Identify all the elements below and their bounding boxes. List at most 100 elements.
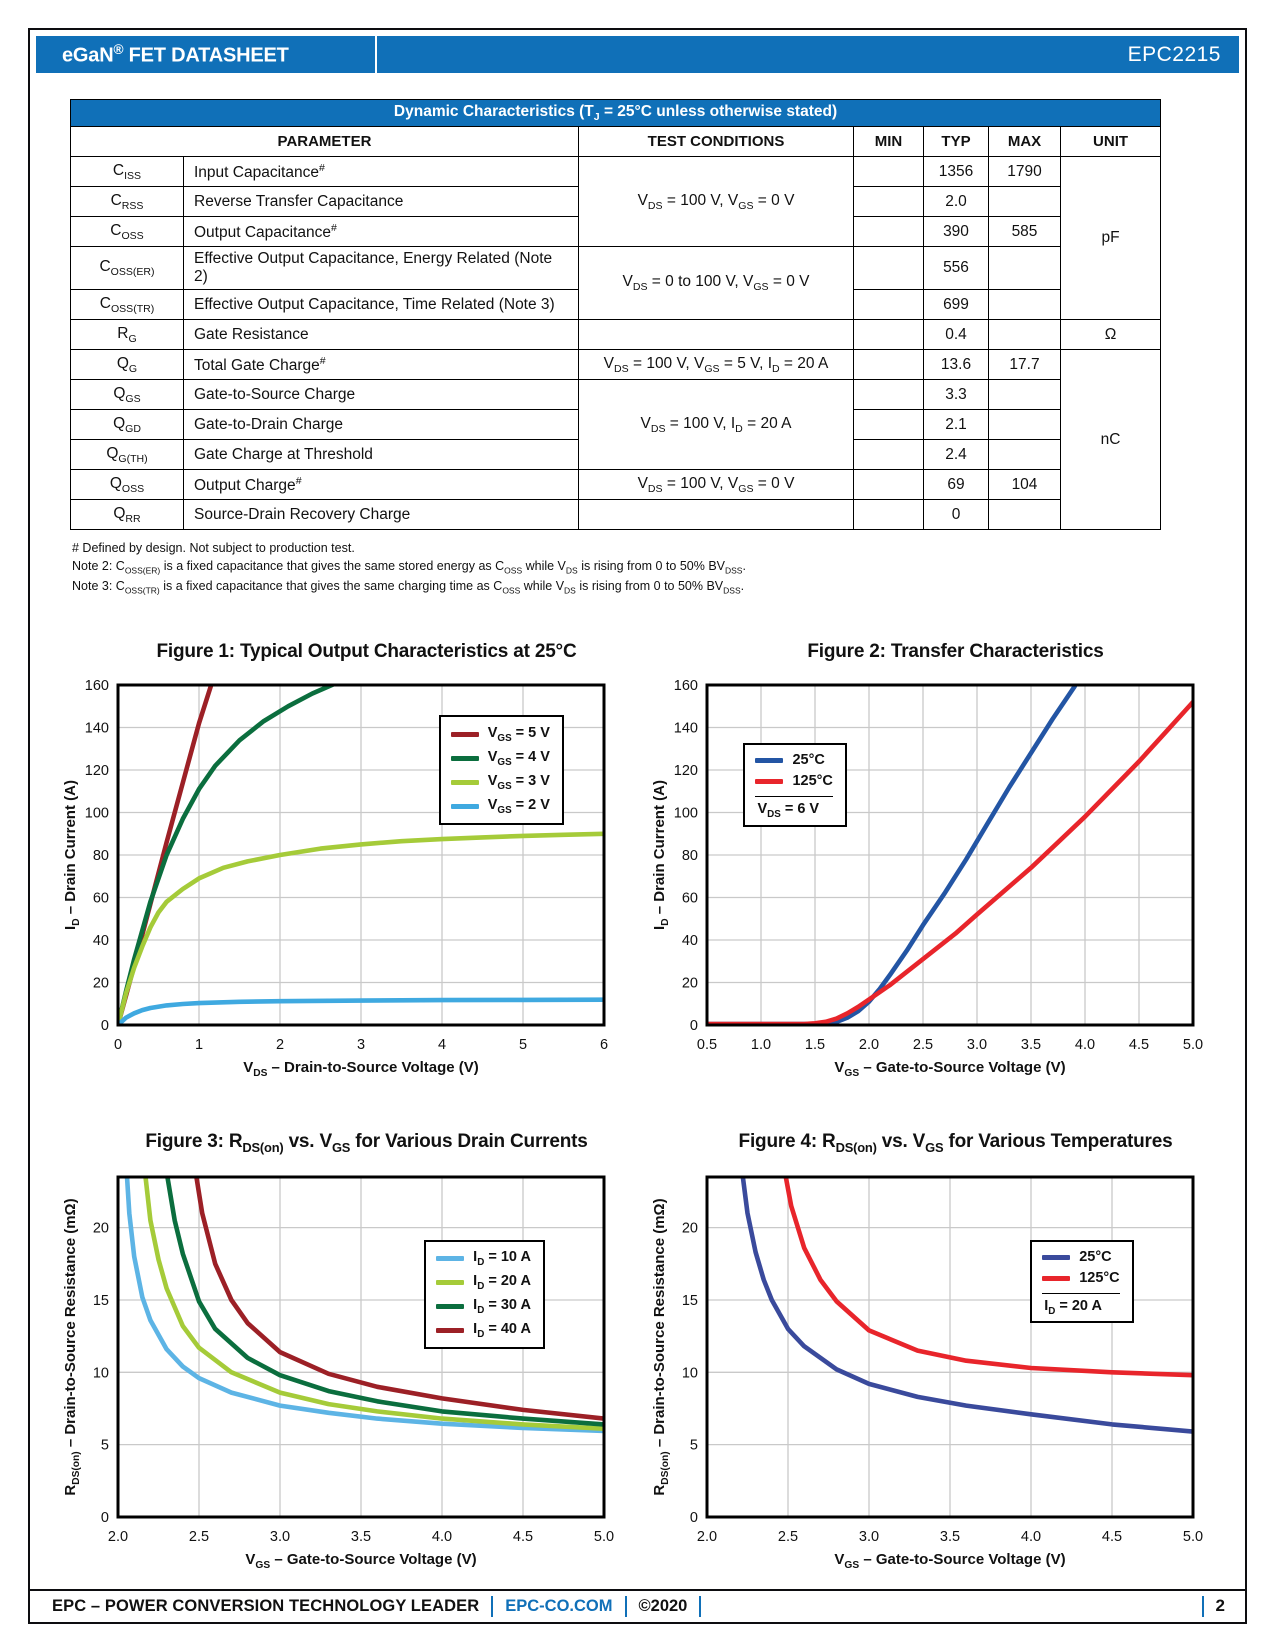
svg-text:2.5: 2.5 [913, 1037, 933, 1053]
footer-bar: EPC – POWER CONVERSION TECHNOLOGY LEADER… [30, 1588, 1245, 1622]
table-row: COSS(TR) Effective Output Capacitance, Ti… [70, 289, 1161, 321]
figure-4-chart: 2.0 2.5 3.0 3.5 4.0 4.5 5.0 0 5 10 15 20 VGS – Gate… [645, 1165, 1220, 1589]
table-row: QG(TH) Gate Charge at Threshold 2.4 [70, 439, 1161, 471]
x-axis-label: VGS – Gate-to-Source Voltage (V) [834, 1550, 1066, 1571]
x-axis-label: VGS – Gate-to-Source Voltage (V) [245, 1550, 477, 1571]
typ-value: 699 [923, 289, 989, 321]
footer-website-link[interactable]: EPC-CO.COM [505, 1596, 613, 1615]
test-condition: VDS = 100 V, VGS = 0 V [578, 156, 854, 248]
svg-text:4.0: 4.0 [1075, 1037, 1095, 1053]
figure-3-chart: 2.0 2.5 3.0 3.5 4.0 4.5 5.0 0 5 10 15 20 VGS – Gate… [56, 1165, 631, 1589]
min-value [853, 469, 924, 501]
svg-text:4.5: 4.5 [513, 1529, 533, 1545]
test-condition [578, 499, 854, 531]
legend-entry: ID = 10 A [436, 1247, 531, 1271]
svg-text:2.0: 2.0 [697, 1529, 717, 1545]
max-value [988, 379, 1061, 411]
svg-text:0.5: 0.5 [697, 1037, 717, 1053]
figure-3: Figure 3: RDS(on) vs. VGS for Various Dr… [56, 1131, 631, 1589]
parameter-name: Gate-to-Drain Charge [183, 409, 579, 441]
header-bar: eGaN® FET DATASHEET EPC2215 [36, 36, 1239, 73]
col-header-parameter: PARAMETER [70, 126, 579, 158]
legend-label: VGS = 3 V [487, 772, 550, 792]
y-axis-label: ID – Drain Current (A) [651, 779, 671, 930]
parameter-symbol: QG [70, 349, 184, 381]
series-id-10-a [124, 1176, 604, 1433]
series-125-c [707, 699, 1193, 1025]
table-row: QGD Gate-to-Drain Charge 2.1 [70, 409, 1161, 441]
legend-entry: ID = 40 A [436, 1318, 531, 1342]
svg-text:4.0: 4.0 [1021, 1529, 1041, 1545]
max-value [988, 319, 1061, 351]
svg-text:3.0: 3.0 [270, 1529, 290, 1545]
svg-text:80: 80 [682, 848, 698, 864]
legend-swatch [450, 779, 479, 785]
col-header-test-conditions: TEST CONDITIONS [578, 126, 854, 158]
svg-text:0: 0 [101, 1018, 109, 1034]
legend-swatch [450, 803, 479, 809]
series-vgs-3-v [118, 831, 604, 1025]
table-row: COSS Output Capacitance# 390 585 [70, 216, 1161, 248]
series-vgs-2-v [118, 997, 604, 1025]
typ-value: 3.3 [923, 379, 989, 411]
legend-label: VGS = 4 V [487, 748, 550, 768]
parameter-symbol: CISS [70, 156, 184, 188]
parameter-symbol: CRSS [70, 186, 184, 218]
min-value [853, 186, 924, 218]
min-value [853, 379, 924, 411]
legend-entry: 125°C [1042, 1268, 1120, 1289]
svg-text:0: 0 [114, 1037, 122, 1053]
legend-label: ID = 40 A [473, 1320, 531, 1340]
parameter-symbol: QOSS [70, 469, 184, 501]
svg-text:120: 120 [85, 763, 109, 779]
table-row: QRR Source-Drain Recovery Charge 0 [70, 499, 1161, 531]
series-id-30-a [165, 1176, 604, 1427]
footer-copyright: ©2020 [638, 1596, 688, 1615]
min-value [853, 409, 924, 441]
svg-text:5.0: 5.0 [1183, 1037, 1203, 1053]
table-row: RG Gate Resistance 0.4 Ω [70, 319, 1162, 351]
table-row: QGS Gate-to-Source Charge VDS = 100 V, ID … [70, 379, 1161, 471]
table-row: COSS(ER) Effective Output Capacitance, En… [70, 246, 1161, 321]
figure-1: Figure 1: Typical Output Characteristics… [56, 641, 631, 1097]
svg-text:3.0: 3.0 [859, 1529, 879, 1545]
svg-text:2: 2 [276, 1037, 284, 1053]
legend-swatch [1042, 1254, 1071, 1260]
dynamic-characteristics-table-wrap: Dynamic Characteristics (TJ = 25°C unles… [69, 98, 1162, 531]
typ-value: 2.4 [923, 439, 989, 471]
min-value [853, 246, 924, 291]
x-axis-label: VDS – Drain-to-Source Voltage (V) [243, 1058, 479, 1079]
svg-text:1.0: 1.0 [751, 1037, 771, 1053]
legend-label: ID = 30 A [473, 1296, 531, 1316]
legend-label: VGS = 5 V [487, 724, 550, 744]
chart-legend: 25°C 125°C VDS = 6 V [743, 742, 847, 827]
svg-text:3: 3 [357, 1037, 365, 1053]
chart-legend: 25°C 125°C ID = 20 A [1030, 1239, 1134, 1324]
figure-1-title: Figure 1: Typical Output Characteristics… [156, 640, 577, 662]
max-value [988, 439, 1061, 471]
max-value: 104 [988, 469, 1061, 501]
svg-text:2.0: 2.0 [859, 1037, 879, 1053]
test-condition: VDS = 0 to 100 V, VGS = 0 V [578, 246, 854, 321]
svg-text:40: 40 [93, 933, 109, 949]
svg-text:2.5: 2.5 [189, 1529, 209, 1545]
min-value [853, 499, 924, 531]
parameter-name: Effective Output Capacitance, Time Relat… [183, 289, 579, 321]
svg-text:40: 40 [682, 933, 698, 949]
footnote: # Defined by design. Not subject to prod… [72, 541, 355, 556]
parameter-name: Reverse Transfer Capacitance [183, 186, 579, 218]
unit-value: pF [1059, 156, 1162, 321]
svg-text:4.0: 4.0 [432, 1529, 452, 1545]
test-condition: VDS = 100 V, ID = 20 A [578, 379, 854, 471]
parameter-name: Output Capacitance# [183, 216, 579, 248]
table-row: QG Total Gate Charge# VDS = 100 V, VGS = 5… [70, 349, 1162, 531]
figure-3-title: Figure 3: RDS(on) vs. VGS for Various Dr… [145, 1130, 588, 1155]
min-value [853, 216, 924, 248]
legend-label: 25°C [1079, 1249, 1112, 1266]
chart-legend: ID = 10 A ID = 20 A ID = 30 A ID = 40 A [424, 1239, 545, 1350]
typ-value: 1356 [923, 156, 989, 188]
legend-swatch [1042, 1275, 1071, 1281]
svg-text:100: 100 [85, 805, 109, 821]
legend-swatch [436, 1255, 465, 1261]
